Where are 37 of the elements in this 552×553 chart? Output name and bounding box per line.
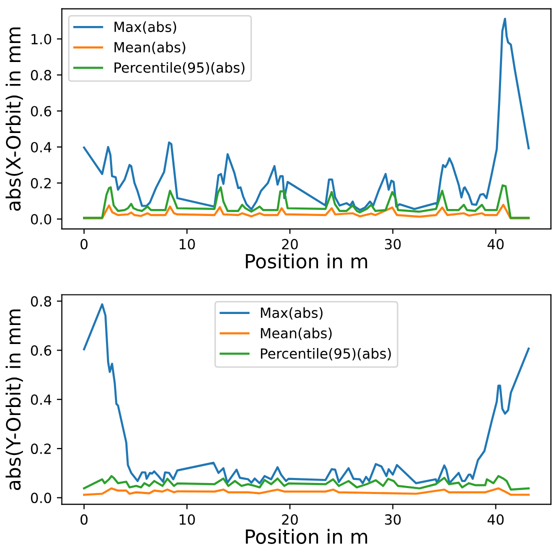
legend-label: Mean(abs) xyxy=(114,42,186,54)
line-series xyxy=(83,18,530,212)
y-tick-label: 0.6 xyxy=(30,106,52,116)
x-tick-label: 0 xyxy=(80,238,88,250)
y-tick-label: 0.0 xyxy=(30,214,52,225)
x-tick-label: 30 xyxy=(385,514,401,525)
x-tick-label: 20 xyxy=(282,514,298,525)
line-series xyxy=(83,184,530,219)
y-tick-label: 0.2 xyxy=(30,178,51,188)
legend-label: Percentile(95)(abs) xyxy=(260,348,391,360)
line-series xyxy=(83,487,530,496)
y-tick-label: 1.0 xyxy=(32,34,52,44)
legend-label: Mean(abs) xyxy=(260,328,332,340)
x-tick-label: 40 xyxy=(488,514,504,525)
x-tick-label: 30 xyxy=(385,238,401,250)
y-axis-title: abs(X-Orbit) in mm xyxy=(6,27,23,211)
x-axis-title: Position in m xyxy=(246,253,368,269)
x-tick-label: 20 xyxy=(282,238,298,250)
line-series xyxy=(83,303,530,484)
line-series xyxy=(83,204,530,220)
y-tick-label: 0.4 xyxy=(30,394,52,405)
x-tick-label: 40 xyxy=(488,238,504,250)
y-axis-title: abs(Y-Orbit) in mm xyxy=(6,310,23,490)
y-tick-label: 0.6 xyxy=(30,345,52,356)
y-tick-label: 0.4 xyxy=(30,142,52,152)
x-axis-title: Position in m xyxy=(246,528,368,544)
legend-label: Max(abs) xyxy=(260,307,323,320)
y-tick-label: 0.2 xyxy=(30,444,51,454)
x-tick-label: 10 xyxy=(180,514,195,525)
x-tick-label: 10 xyxy=(180,238,195,250)
y-tick-label: 0.0 xyxy=(30,492,52,504)
legend-label: Max(abs) xyxy=(114,21,176,34)
x-tick-label: 0 xyxy=(80,514,88,525)
y-tick-label: 0.8 xyxy=(30,296,52,307)
line-series xyxy=(83,475,530,491)
legend-label: Percentile(95)(abs) xyxy=(114,62,244,75)
y-tick-label: 0.8 xyxy=(30,70,52,80)
